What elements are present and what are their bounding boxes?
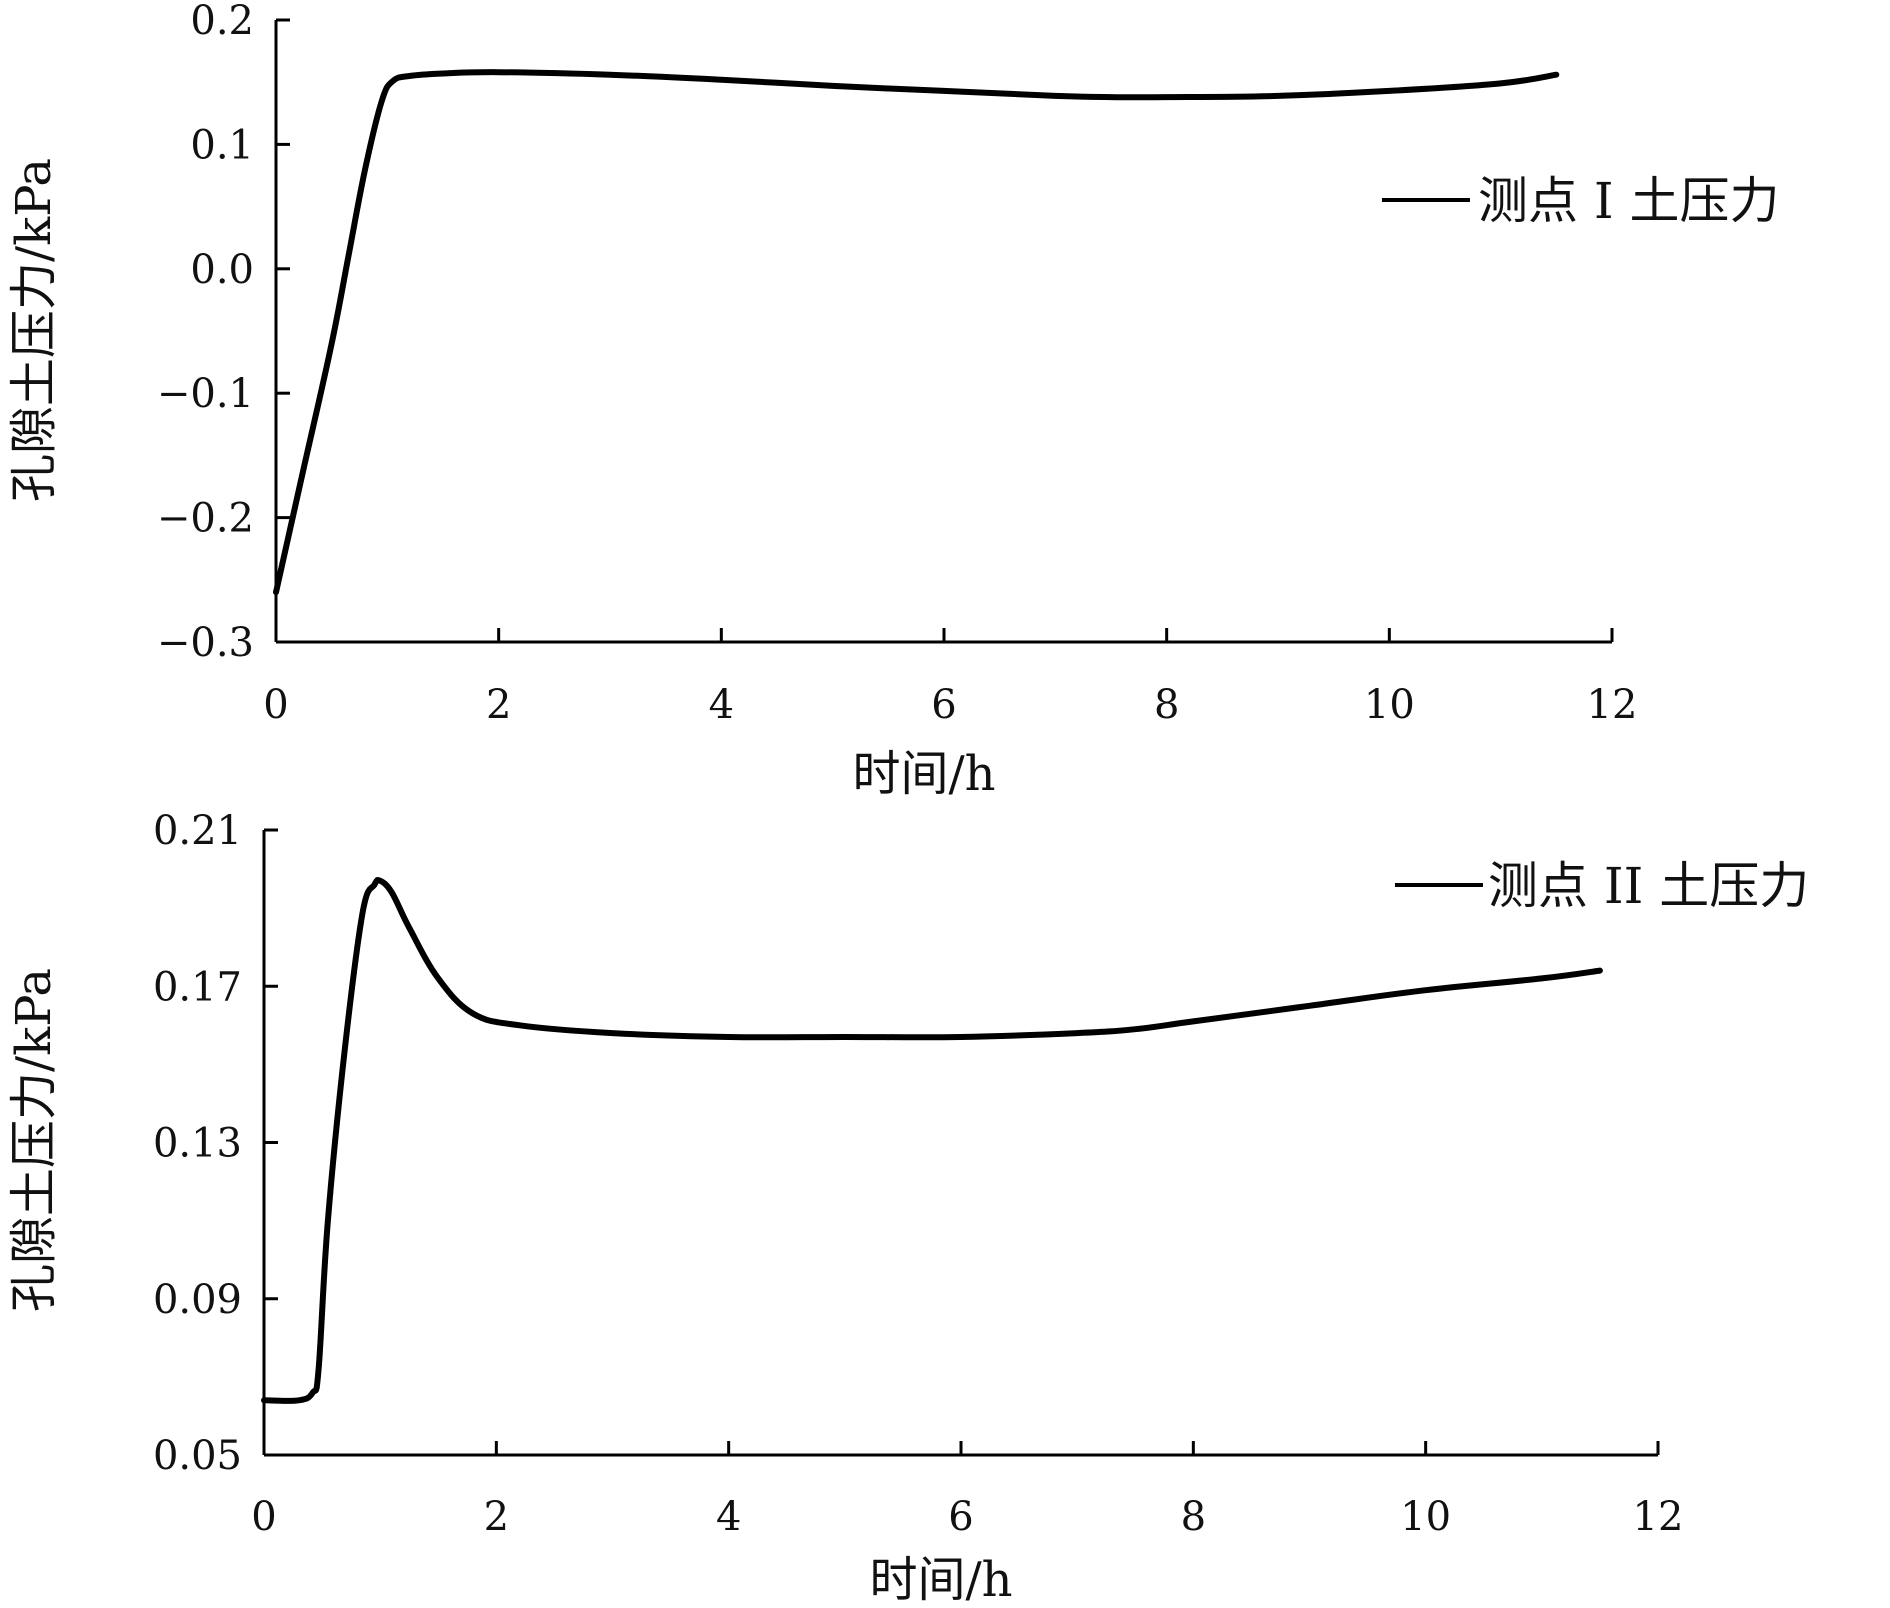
y-tick-label: 0.09 <box>153 1277 242 1323</box>
legend-label: 测点 I 土压力 <box>1478 172 1780 230</box>
x-tick-label: 0 <box>251 1494 276 1540</box>
y-tick-label: 0.2 <box>190 0 254 44</box>
x-tick-label: 10 <box>1364 682 1415 728</box>
x-tick-label: 10 <box>1400 1494 1451 1540</box>
legend-label: 测点 II 土压力 <box>1488 857 1809 915</box>
x-tick-label: 2 <box>484 1494 509 1540</box>
x-tick-label: 4 <box>716 1494 741 1540</box>
x-tick-label: 6 <box>931 682 956 728</box>
y-tick-label: 0.13 <box>153 1121 242 1167</box>
y-tick-label: 0.0 <box>190 247 254 293</box>
series-line <box>261 876 1603 1404</box>
x-axis-title: 时间/h <box>869 1552 1012 1608</box>
series-line <box>273 69 1560 596</box>
y-tick-label: −0.1 <box>157 371 254 417</box>
x-tick-label: 6 <box>948 1494 973 1540</box>
y-tick-label: −0.3 <box>157 620 254 666</box>
x-tick-label: 2 <box>486 682 511 728</box>
x-axis-title: 时间/h <box>852 746 995 802</box>
x-tick-label: 8 <box>1181 1494 1206 1540</box>
x-tick-label: 12 <box>1633 1494 1684 1540</box>
y-tick-label: 0.21 <box>153 808 242 854</box>
y-axis-title: 孔隙土压力/kPa <box>6 968 62 1312</box>
chart-measure-point-1: 0 2 4 6 8 10 12 0.2 0.1 0.0 −0.1 −0.2 −0.3 时间/h 孔隙土压力/… <box>6 0 1780 802</box>
y-tick-label: 0.17 <box>153 964 242 1010</box>
y-axis-title: 孔隙土压力/kPa <box>6 158 62 502</box>
x-tick-label: 0 <box>263 682 288 728</box>
y-tick-label: −0.2 <box>157 496 254 542</box>
chart-measure-point-2: 0 2 4 6 8 10 12 0.21 0.17 0.13 0.09 0.05 时间/h 孔隙土压力/k… <box>6 808 1809 1608</box>
y-tick-label: 0.05 <box>153 1433 242 1479</box>
y-tick-label: 0.1 <box>190 122 254 168</box>
x-tick-label: 4 <box>709 682 734 728</box>
x-tick-label: 12 <box>1587 682 1638 728</box>
x-tick-label: 8 <box>1154 682 1179 728</box>
